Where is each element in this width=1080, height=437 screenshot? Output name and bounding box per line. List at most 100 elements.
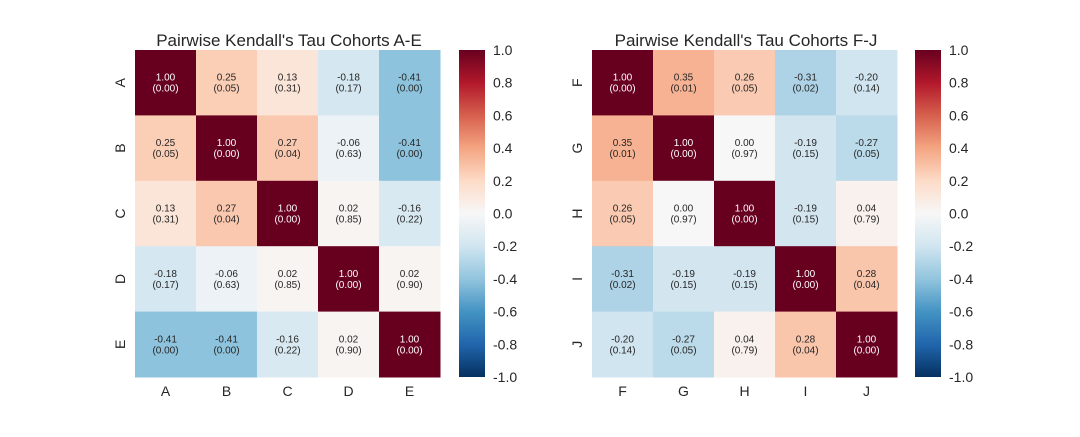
- colorbar-tick-label: -0.6: [949, 304, 973, 320]
- colorbar-tick-label: -0.8: [493, 336, 517, 352]
- heatmap-cell: [653, 311, 715, 378]
- cell-pvalue-label: (0.15): [792, 215, 818, 226]
- cell-value-label: 0.26: [613, 204, 633, 215]
- heatmap-cell: [379, 115, 441, 182]
- colorbar-tick-label: 0.4: [493, 140, 513, 156]
- cell-pvalue-label: (0.14): [609, 345, 635, 356]
- heatmap-cell: [653, 115, 715, 182]
- colorbar-tick-label: 0.2: [949, 173, 969, 189]
- heatmap-cell: [653, 180, 715, 247]
- cell-value-label: 1.00: [796, 269, 816, 280]
- colorbar-tick-label: -0.6: [493, 304, 517, 320]
- colorbar: [915, 50, 941, 377]
- colorbar-tick-label: 0.8: [949, 75, 969, 91]
- heatmap-cell: [318, 246, 380, 313]
- cell-pvalue-label: (0.05): [853, 149, 879, 160]
- x-tick-label: E: [405, 383, 414, 399]
- cell-pvalue-label: (0.00): [335, 280, 361, 291]
- colorbar-tick-label: 0.8: [493, 75, 513, 91]
- cell-pvalue-label: (0.00): [213, 345, 239, 356]
- cell-pvalue-label: (0.05): [731, 84, 757, 95]
- heatmap-cell: [196, 246, 258, 313]
- cell-pvalue-label: (0.01): [670, 84, 696, 95]
- y-tick-label: I: [569, 277, 585, 281]
- cell-value-label: 1.00: [217, 138, 237, 149]
- x-tick-label: F: [618, 383, 627, 399]
- cell-pvalue-label: (0.15): [670, 280, 696, 291]
- cell-value-label: -0.16: [398, 204, 421, 215]
- cell-pvalue-label: (0.79): [731, 345, 757, 356]
- y-tick-label: H: [569, 208, 585, 218]
- cell-pvalue-label: (0.90): [335, 345, 361, 356]
- x-tick-label: H: [739, 383, 749, 399]
- heatmap-cell: [379, 50, 441, 116]
- cell-pvalue-label: (0.01): [609, 149, 635, 160]
- heatmap-cell: [257, 311, 319, 378]
- heatmap-cell: [775, 180, 837, 247]
- heatmap-cell: [714, 246, 776, 313]
- cell-value-label: 0.25: [156, 138, 176, 149]
- heatmap-cell: [836, 180, 898, 247]
- cell-pvalue-label: (0.05): [670, 345, 696, 356]
- x-tick-label: D: [343, 383, 353, 399]
- cell-pvalue-label: (0.15): [792, 149, 818, 160]
- x-tick-label: B: [222, 383, 231, 399]
- cell-pvalue-label: (0.63): [213, 280, 239, 291]
- y-tick-label: D: [112, 274, 128, 284]
- cell-value-label: 0.02: [339, 334, 359, 345]
- cell-pvalue-label: (0.15): [731, 280, 757, 291]
- chart-title: Pairwise Kendall's Tau Cohorts F-J: [615, 31, 878, 50]
- cell-value-label: 1.00: [339, 269, 359, 280]
- cell-value-label: 0.02: [278, 269, 298, 280]
- cell-value-label: 1.00: [156, 73, 176, 84]
- y-tick-label: B: [112, 143, 128, 152]
- cell-pvalue-label: (0.02): [792, 84, 818, 95]
- cell-pvalue-label: (0.63): [335, 149, 361, 160]
- cell-value-label: 0.25: [217, 73, 237, 84]
- x-tick-label: G: [678, 383, 689, 399]
- heatmap-cell: [257, 50, 319, 116]
- heatmap-cell: [257, 246, 319, 313]
- colorbar-tick-label: -0.8: [949, 336, 973, 352]
- y-tick-label: A: [112, 77, 128, 87]
- cell-pvalue-label: (0.90): [396, 280, 422, 291]
- cell-value-label: 0.00: [674, 204, 694, 215]
- cell-value-label: -0.27: [672, 334, 695, 345]
- heatmap-cell: [592, 50, 654, 116]
- cell-pvalue-label: (0.00): [396, 84, 422, 95]
- cell-value-label: 0.35: [613, 138, 633, 149]
- heatmap-cell: [714, 180, 776, 247]
- cell-value-label: -0.18: [154, 269, 177, 280]
- heatmap-cell: [775, 246, 837, 313]
- cell-pvalue-label: (0.00): [670, 149, 696, 160]
- colorbar-tick-label: 0.0: [949, 206, 969, 222]
- cell-value-label: -0.06: [337, 138, 360, 149]
- colorbar-tick-label: -1.0: [949, 369, 973, 385]
- heatmap-cell: [196, 50, 258, 116]
- cell-pvalue-label: (0.05): [609, 215, 635, 226]
- cell-value-label: -0.20: [855, 73, 878, 84]
- x-tick-label: C: [282, 383, 292, 399]
- cell-value-label: 1.00: [674, 138, 694, 149]
- cell-pvalue-label: (0.02): [609, 280, 635, 291]
- cell-value-label: -0.18: [337, 73, 360, 84]
- cell-value-label: 1.00: [400, 334, 420, 345]
- heatmap-cell: [379, 180, 441, 247]
- heatmap-cell: [196, 115, 258, 182]
- cell-value-label: -0.31: [794, 73, 817, 84]
- cell-value-label: -0.19: [794, 204, 817, 215]
- cell-pvalue-label: (0.00): [213, 149, 239, 160]
- heatmap-cell: [775, 311, 837, 378]
- heatmap-cell: [318, 115, 380, 182]
- heatmap-cell: [379, 311, 441, 378]
- heatmap-cell: [836, 50, 898, 116]
- cell-pvalue-label: (0.85): [335, 215, 361, 226]
- cell-pvalue-label: (0.79): [853, 215, 879, 226]
- cell-pvalue-label: (0.04): [274, 149, 300, 160]
- colorbar-tick-label: 1.0: [949, 42, 969, 58]
- cell-value-label: -0.19: [794, 138, 817, 149]
- chart-title: Pairwise Kendall's Tau Cohorts A-E: [156, 31, 422, 50]
- cell-pvalue-label: (0.85): [274, 280, 300, 291]
- cell-pvalue-label: (0.00): [152, 345, 178, 356]
